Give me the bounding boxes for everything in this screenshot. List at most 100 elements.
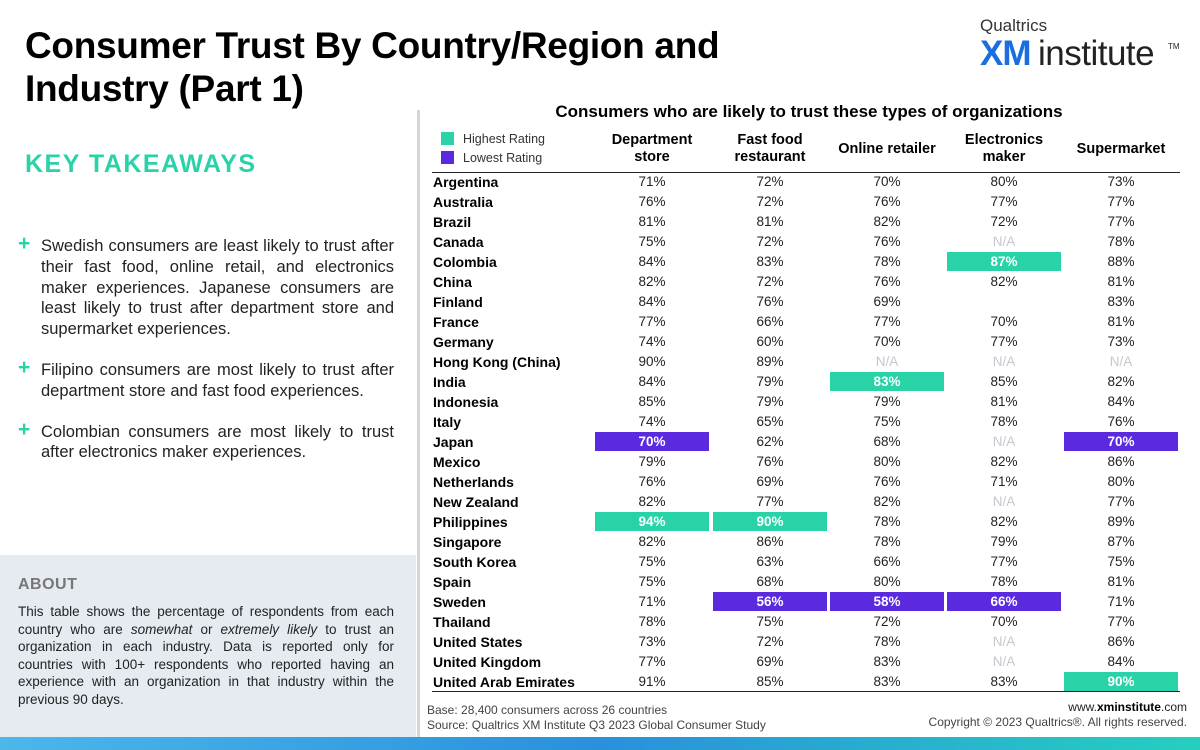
table-cell: 89% (1107, 514, 1135, 529)
table-cell: 83% (990, 674, 1018, 689)
table-cell: 77% (638, 314, 666, 329)
table-cell: 80% (873, 454, 901, 469)
row-label: Italy (433, 414, 462, 430)
table-cell: 77% (1107, 214, 1135, 229)
table-cell: 86% (1107, 634, 1135, 649)
table-cell: 70% (595, 432, 709, 451)
copyright: Copyright © 2023 Qualtrics®. All rights … (928, 715, 1187, 729)
table-cell: 68% (873, 434, 901, 449)
table-cell: 71% (638, 174, 666, 189)
table-cell: N/A (992, 654, 1016, 669)
row-label: Japan (433, 434, 474, 450)
table-cell: 81% (638, 214, 666, 229)
table-cell: 80% (990, 174, 1018, 189)
table-cell: 78% (1107, 234, 1135, 249)
table-cell: 78% (990, 414, 1018, 429)
table-cell: 81% (1107, 274, 1135, 289)
footer-source-text: Source: Qualtrics XM Institute Q3 2023 G… (427, 718, 766, 732)
table-cell: 84% (1107, 654, 1135, 669)
lowest-swatch (441, 151, 454, 164)
table-cell: 77% (990, 194, 1018, 209)
row-label: Netherlands (433, 474, 514, 490)
table-cell: 62% (756, 434, 784, 449)
table-cell: 73% (638, 634, 666, 649)
table-cell: 74% (638, 414, 666, 429)
logo-institute: institute (1038, 34, 1155, 73)
table-cell: 82% (638, 494, 666, 509)
row-label: Argentina (433, 174, 499, 190)
table-cell: 76% (873, 474, 901, 489)
table-cell: 86% (1107, 454, 1135, 469)
column-header: Online retailer (838, 140, 936, 157)
about-panel: ABOUT This table shows the percentage of… (0, 555, 416, 737)
chart-title: Consumers who are likely to trust these … (555, 102, 1063, 121)
table-cell: N/A (875, 354, 899, 369)
takeaway-text: Colombian consumers are most likely to t… (41, 422, 394, 462)
table-cell: 82% (1107, 374, 1135, 389)
row-label: Canada (433, 234, 484, 250)
table-cell: 76% (873, 274, 901, 289)
logo-tm: TM (1168, 42, 1180, 51)
table-cell: 83% (873, 674, 901, 689)
row-label: Spain (433, 574, 472, 590)
table-cell: 75% (638, 554, 666, 569)
table-cell: 83% (756, 254, 784, 269)
table-cell: N/A (1109, 354, 1133, 369)
table-cell: N/A (992, 354, 1016, 369)
plus-icon: + (18, 417, 31, 441)
table-cell: 72% (756, 174, 784, 189)
vertical-divider (417, 110, 420, 738)
footer-base: Base: 28,400 consumers across 26 countri… (427, 703, 668, 717)
table-cell: 70% (1064, 432, 1178, 451)
table-cell: 75% (638, 574, 666, 589)
table-cell: 78% (873, 534, 901, 549)
column-header: Fast food restaurant (734, 132, 806, 165)
table-cell: 82% (873, 494, 901, 509)
column-header: Supermarket (1076, 140, 1166, 157)
table-cell: 78% (873, 514, 901, 529)
table-cell: 66% (873, 554, 901, 569)
table-cell: 84% (638, 254, 666, 269)
table-cell: 88% (1107, 254, 1135, 269)
legend-item-lowest: Lowest Rating (441, 148, 545, 167)
takeaway-text: Filipino consumers are most likely to tr… (41, 360, 394, 400)
table-cell: 78% (873, 634, 901, 649)
table-cell: N/A (992, 494, 1016, 509)
table-cell: N/A (992, 634, 1016, 649)
table-cell: 75% (873, 414, 901, 429)
table-cell: 82% (990, 274, 1018, 289)
table-cell: 72% (990, 214, 1018, 229)
website-link[interactable]: www.xminstitute.com (929, 700, 1187, 715)
url-prefix: www. (1068, 700, 1097, 714)
table-cell: 69% (756, 474, 784, 489)
table-cell: 82% (990, 454, 1018, 469)
row-label: United Arab Emirates (433, 674, 575, 690)
takeaway-item: + Colombian consumers are most likely to … (18, 417, 394, 464)
plus-icon: + (18, 232, 31, 255)
table-cell: 76% (638, 194, 666, 209)
table-cell: 77% (990, 554, 1018, 569)
row-label: China (433, 274, 472, 290)
footer-source: Base: 28,400 consumers across 26 countri… (427, 703, 766, 733)
table-cell: 72% (756, 274, 784, 289)
table-cell: 75% (638, 234, 666, 249)
table-cell: 65% (756, 414, 784, 429)
plus-icon: + (18, 355, 31, 379)
table-cell: 78% (638, 614, 666, 629)
table-cell: 70% (990, 614, 1018, 629)
table-cell: 94% (595, 512, 709, 531)
legend-lowest-label: Lowest Rating (463, 150, 543, 165)
table-cell: 70% (873, 334, 901, 349)
table-cell: 90% (713, 512, 827, 531)
row-label: Australia (433, 194, 493, 210)
table-cell: 79% (873, 394, 901, 409)
bottom-gradient-bar (0, 737, 1200, 750)
table-cell: 66% (947, 592, 1061, 611)
table-cell: 82% (990, 514, 1018, 529)
table-cell: 72% (873, 614, 901, 629)
row-label: Sweden (433, 594, 486, 610)
takeaway-item: + Filipino consumers are most likely to t… (18, 355, 394, 402)
table-cell: 76% (873, 194, 901, 209)
page-title: Consumer Trust By Country/Region and Ind… (25, 25, 720, 109)
about-heading: ABOUT (18, 576, 78, 593)
